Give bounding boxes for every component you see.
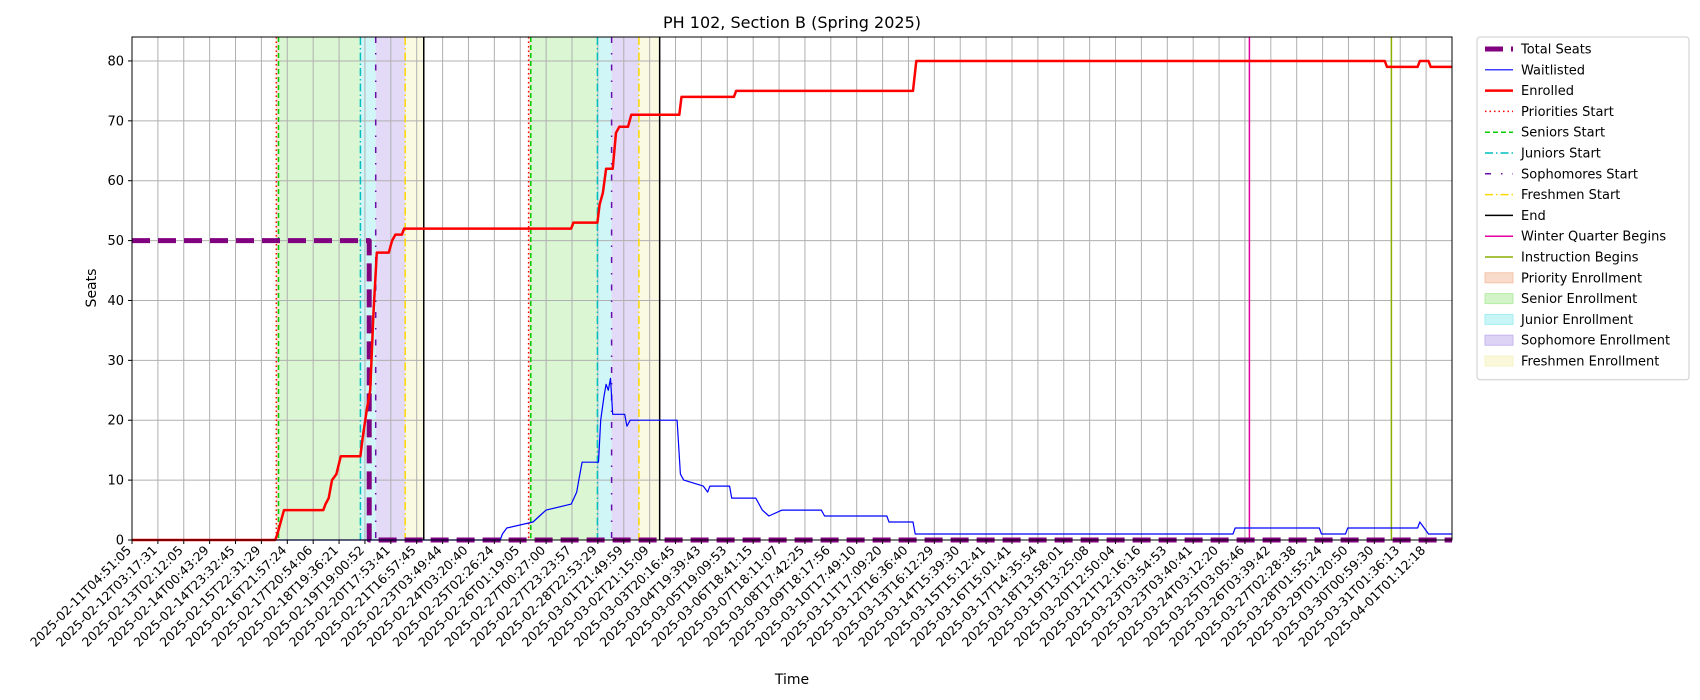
- x-axis-label: Time: [774, 672, 809, 688]
- shaded-region: [530, 37, 598, 540]
- y-tick-label: 70: [107, 114, 124, 129]
- y-tick-label: 50: [107, 234, 124, 249]
- y-tick-label: 60: [107, 174, 124, 189]
- y-tick-label: 30: [107, 354, 124, 369]
- legend-label: Total Seats: [1520, 43, 1592, 58]
- legend-label: Junior Enrollment: [1520, 313, 1633, 328]
- legend-label: Enrolled: [1521, 84, 1574, 99]
- legend-label: Freshmen Start: [1521, 188, 1620, 203]
- legend-label: Instruction Begins: [1521, 251, 1639, 266]
- shaded-region: [405, 37, 424, 540]
- legend-label: Winter Quarter Begins: [1521, 230, 1666, 245]
- legend-label: Priorities Start: [1521, 105, 1614, 120]
- legend-label: Priority Enrollment: [1521, 271, 1642, 286]
- shaded-region: [597, 37, 612, 540]
- legend-label: Sophomores Start: [1521, 167, 1638, 182]
- x-ticks: 2025-02-11T04:51:052025-02-12T03:17:3120…: [27, 540, 1428, 650]
- y-ticks: 0 10 20 30 40 50 60 70 80: [107, 54, 132, 549]
- legend-label: Waitlisted: [1521, 63, 1585, 78]
- y-axis-label: Seats: [84, 269, 100, 308]
- legend-swatch: [1484, 355, 1514, 367]
- legend: Total Seats Waitlisted Enrolled Priorities …: [1476, 36, 1690, 381]
- shaded-region: [528, 37, 531, 540]
- y-tick-label: 40: [107, 294, 124, 309]
- shaded-region: [360, 37, 376, 540]
- legend-label: Seniors Start: [1521, 126, 1605, 141]
- legend-label: Juniors Start: [1520, 147, 1601, 162]
- legend-swatch: [1484, 272, 1514, 284]
- shaded-region: [276, 37, 279, 540]
- series-line: [132, 377, 1452, 541]
- y-tick-label: 0: [116, 534, 124, 549]
- shaded-region: [278, 37, 361, 540]
- legend-swatch: [1484, 313, 1514, 325]
- y-tick-label: 20: [107, 414, 124, 429]
- event-lines: [275, 37, 1393, 540]
- legend-label: Freshmen Enrollment: [1521, 355, 1659, 370]
- legend-label: End: [1521, 209, 1546, 224]
- y-tick-label: 80: [107, 54, 124, 69]
- series-line: [132, 59, 1452, 542]
- legend-label: Senior Enrollment: [1521, 292, 1637, 307]
- legend-label: Sophomore Enrollment: [1521, 334, 1670, 349]
- y-tick-label: 10: [107, 474, 124, 489]
- legend-swatch: [1484, 293, 1514, 305]
- shaded-region: [611, 37, 639, 540]
- legend-swatch: [1484, 334, 1514, 346]
- legend-frame: [1476, 36, 1690, 381]
- plot-frame: [131, 36, 1453, 541]
- chart-title: PH 102, Section B (Spring 2025): [663, 13, 921, 32]
